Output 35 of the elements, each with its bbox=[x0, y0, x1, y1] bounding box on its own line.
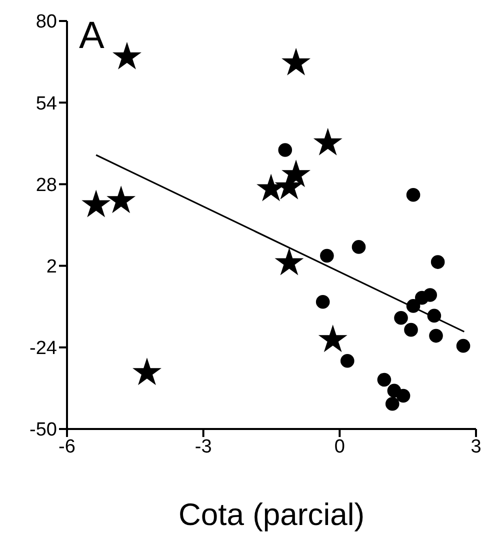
y-tick-label: 80 bbox=[36, 12, 57, 33]
point bbox=[106, 186, 136, 214]
point bbox=[313, 128, 342, 156]
point bbox=[406, 188, 420, 202]
point bbox=[274, 248, 304, 276]
x-tick-label: 3 bbox=[470, 436, 482, 458]
point bbox=[132, 358, 162, 386]
point bbox=[385, 396, 400, 411]
point bbox=[456, 338, 470, 353]
point bbox=[423, 288, 438, 302]
point bbox=[377, 372, 392, 387]
point bbox=[278, 143, 292, 157]
point bbox=[430, 255, 445, 269]
annotation: A bbox=[79, 15, 104, 57]
point bbox=[320, 248, 334, 263]
point bbox=[396, 388, 410, 403]
y-tick-label: -50 bbox=[30, 420, 57, 441]
point bbox=[429, 328, 443, 343]
point bbox=[282, 48, 311, 76]
y-tick-label: -24 bbox=[30, 338, 58, 360]
y-tick-label: 2 bbox=[46, 256, 57, 278]
point bbox=[318, 324, 348, 352]
point bbox=[112, 42, 142, 70]
point bbox=[394, 311, 408, 325]
point bbox=[404, 322, 418, 337]
point bbox=[82, 190, 111, 218]
x-tick-label: -6 bbox=[58, 436, 76, 458]
point bbox=[340, 354, 354, 368]
y-tick-label: 54 bbox=[36, 93, 58, 114]
point bbox=[352, 240, 366, 254]
y-tick-label: 28 bbox=[36, 174, 57, 196]
x-tick-label: -3 bbox=[194, 436, 212, 458]
x-axis-title: Cota (parcial) bbox=[178, 497, 365, 532]
x-tick-label: 0 bbox=[334, 436, 345, 458]
point bbox=[316, 294, 330, 309]
